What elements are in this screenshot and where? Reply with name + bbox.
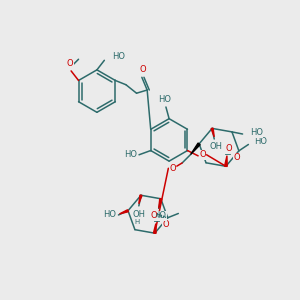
Text: O: O [199,150,206,159]
Polygon shape [159,199,162,208]
Text: HO: HO [250,128,263,137]
Text: HO: HO [153,211,166,220]
Polygon shape [211,128,214,137]
Text: O: O [154,212,161,221]
Polygon shape [154,224,156,233]
Text: OH: OH [132,210,146,219]
Text: H: H [134,219,140,225]
Text: HO: HO [112,52,125,61]
Text: HO: HO [124,150,137,159]
Text: HO: HO [158,95,171,104]
Text: HO: HO [254,137,267,146]
Text: O: O [140,65,146,74]
Text: O: O [226,144,232,153]
Text: O: O [150,211,157,220]
Text: O: O [162,220,169,229]
Polygon shape [119,210,128,214]
Text: HO: HO [103,211,116,220]
Text: OH: OH [210,142,223,151]
Text: O: O [67,59,73,68]
Text: O: O [233,153,240,162]
Text: O: O [169,164,176,173]
Polygon shape [225,156,227,167]
Polygon shape [190,143,200,154]
Polygon shape [139,195,142,204]
